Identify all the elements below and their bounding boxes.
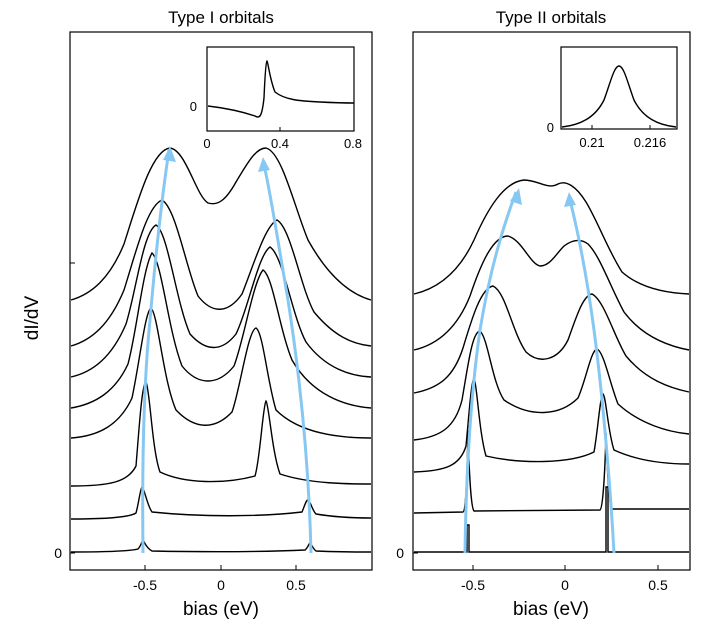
- peak-trend-line-right: [568, 199, 616, 554]
- inset-x-tick-label: 0.21: [579, 135, 604, 150]
- panel-title-type-1: Type I orbitals: [168, 8, 274, 27]
- inset-x-tick-label: 0.8: [344, 136, 362, 151]
- peak-trend-line-left: [141, 149, 171, 554]
- spectrum-curve: [70, 251, 372, 409]
- spectrum-curve: [413, 179, 690, 295]
- inset-frame-type-1: [206, 46, 355, 132]
- panel-type-2: Type II orbitals 0 -0.5 0 0.5 bias (eV): [396, 8, 691, 620]
- inset-curve-type-1: [207, 60, 355, 118]
- spectrum-curve: [70, 307, 372, 439]
- spectrum-curve: [70, 224, 372, 378]
- plot-frame-type-1: [69, 31, 373, 571]
- x-tick-label-type-1: 0: [217, 577, 225, 593]
- y-axis-label: dI/dV: [22, 295, 43, 340]
- inset-x-tick-label: 0.4: [271, 136, 289, 151]
- spectrum-curve: [413, 285, 690, 394]
- x-tick-label-type-1: -0.5: [133, 577, 157, 593]
- spectra-type-1: [70, 147, 372, 553]
- spectrum-curve: [70, 485, 372, 520]
- x-tick-label-type-1: 0.5: [286, 577, 306, 593]
- peak-trend-line-left: [463, 191, 518, 554]
- inset-x-tick-label: 0.216: [634, 135, 667, 150]
- inset-x-tick-label: 0: [203, 136, 210, 151]
- spectra-type-2: [413, 179, 690, 553]
- y-zero-label-type-2: 0: [396, 545, 404, 561]
- spectrum-curve: [413, 235, 690, 351]
- inset-type-2: 0 0.21 0.216: [547, 46, 678, 150]
- arrowhead: [258, 157, 270, 172]
- peak-trend-guides-type-1: [141, 146, 313, 554]
- arrowhead: [163, 146, 176, 162]
- spectrum-curve: [70, 147, 372, 301]
- spectrum-curve: [414, 486, 689, 553]
- x-tick-label-type-2: 0.5: [648, 577, 668, 593]
- spectrum-curve: [70, 539, 372, 553]
- plot-frame-type-2: [412, 31, 691, 571]
- panel-title-type-2: Type II orbitals: [496, 8, 607, 27]
- spectrum-curve: [413, 330, 690, 441]
- peak-trend-guides-type-2: [463, 188, 616, 554]
- peak-trend-line-right: [262, 164, 313, 554]
- inset-frame-type-2: [560, 46, 678, 130]
- panel-type-1: Type I orbitals 0 -0.5 0 0.5 bias (eV): [54, 8, 373, 620]
- y-zero-label-type-1: 0: [54, 545, 62, 561]
- x-axis-label-type-2: bias (eV): [513, 599, 589, 620]
- spectrum-curve: [413, 429, 689, 514]
- x-tick-label-type-2: 0: [561, 577, 569, 593]
- spectrum-curve: [70, 381, 372, 487]
- arrowhead: [510, 188, 522, 205]
- inset-y-zero-label-type-1: 0: [190, 99, 197, 114]
- spectrum-curve: [413, 376, 690, 473]
- arrowhead: [564, 192, 576, 207]
- inset-type-1: 0 0 0.4 0.8: [190, 46, 362, 151]
- inset-y-zero-label-type-2: 0: [547, 120, 554, 135]
- inset-curve-type-2: [561, 65, 677, 128]
- x-tick-label-type-2: -0.5: [461, 577, 485, 593]
- spectrum-curve: [70, 199, 372, 347]
- x-axis-label-type-1: bias (eV): [183, 599, 259, 620]
